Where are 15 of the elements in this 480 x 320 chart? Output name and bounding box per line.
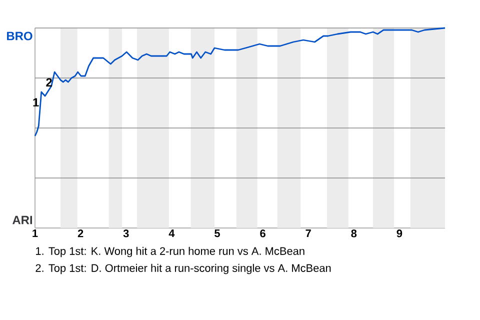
annotation: 1: [33, 98, 39, 106]
x-tick-label: 4: [168, 230, 175, 238]
x-tick-label: 9: [396, 230, 402, 238]
x-tick-label: 5: [214, 230, 220, 238]
x-tick-label: 6: [260, 230, 266, 238]
text: 2. Top 1st: D. Ortmeier hit a run-scoring single vs A. McBean: [36, 264, 331, 274]
text: 1. Top 1st: K. Wong hit a 2-run home run vs A. McBean: [36, 246, 304, 258]
text: BRO: [7, 32, 32, 40]
text: ARI: [12, 216, 32, 224]
annotation: 2: [46, 78, 52, 87]
x-tick-label: 3: [123, 230, 129, 238]
x-tick-label: 7: [306, 230, 311, 238]
x-tick-label: 1: [32, 230, 38, 238]
x-tick-label: 2: [78, 230, 84, 238]
x-tick-label: 8: [351, 230, 357, 238]
